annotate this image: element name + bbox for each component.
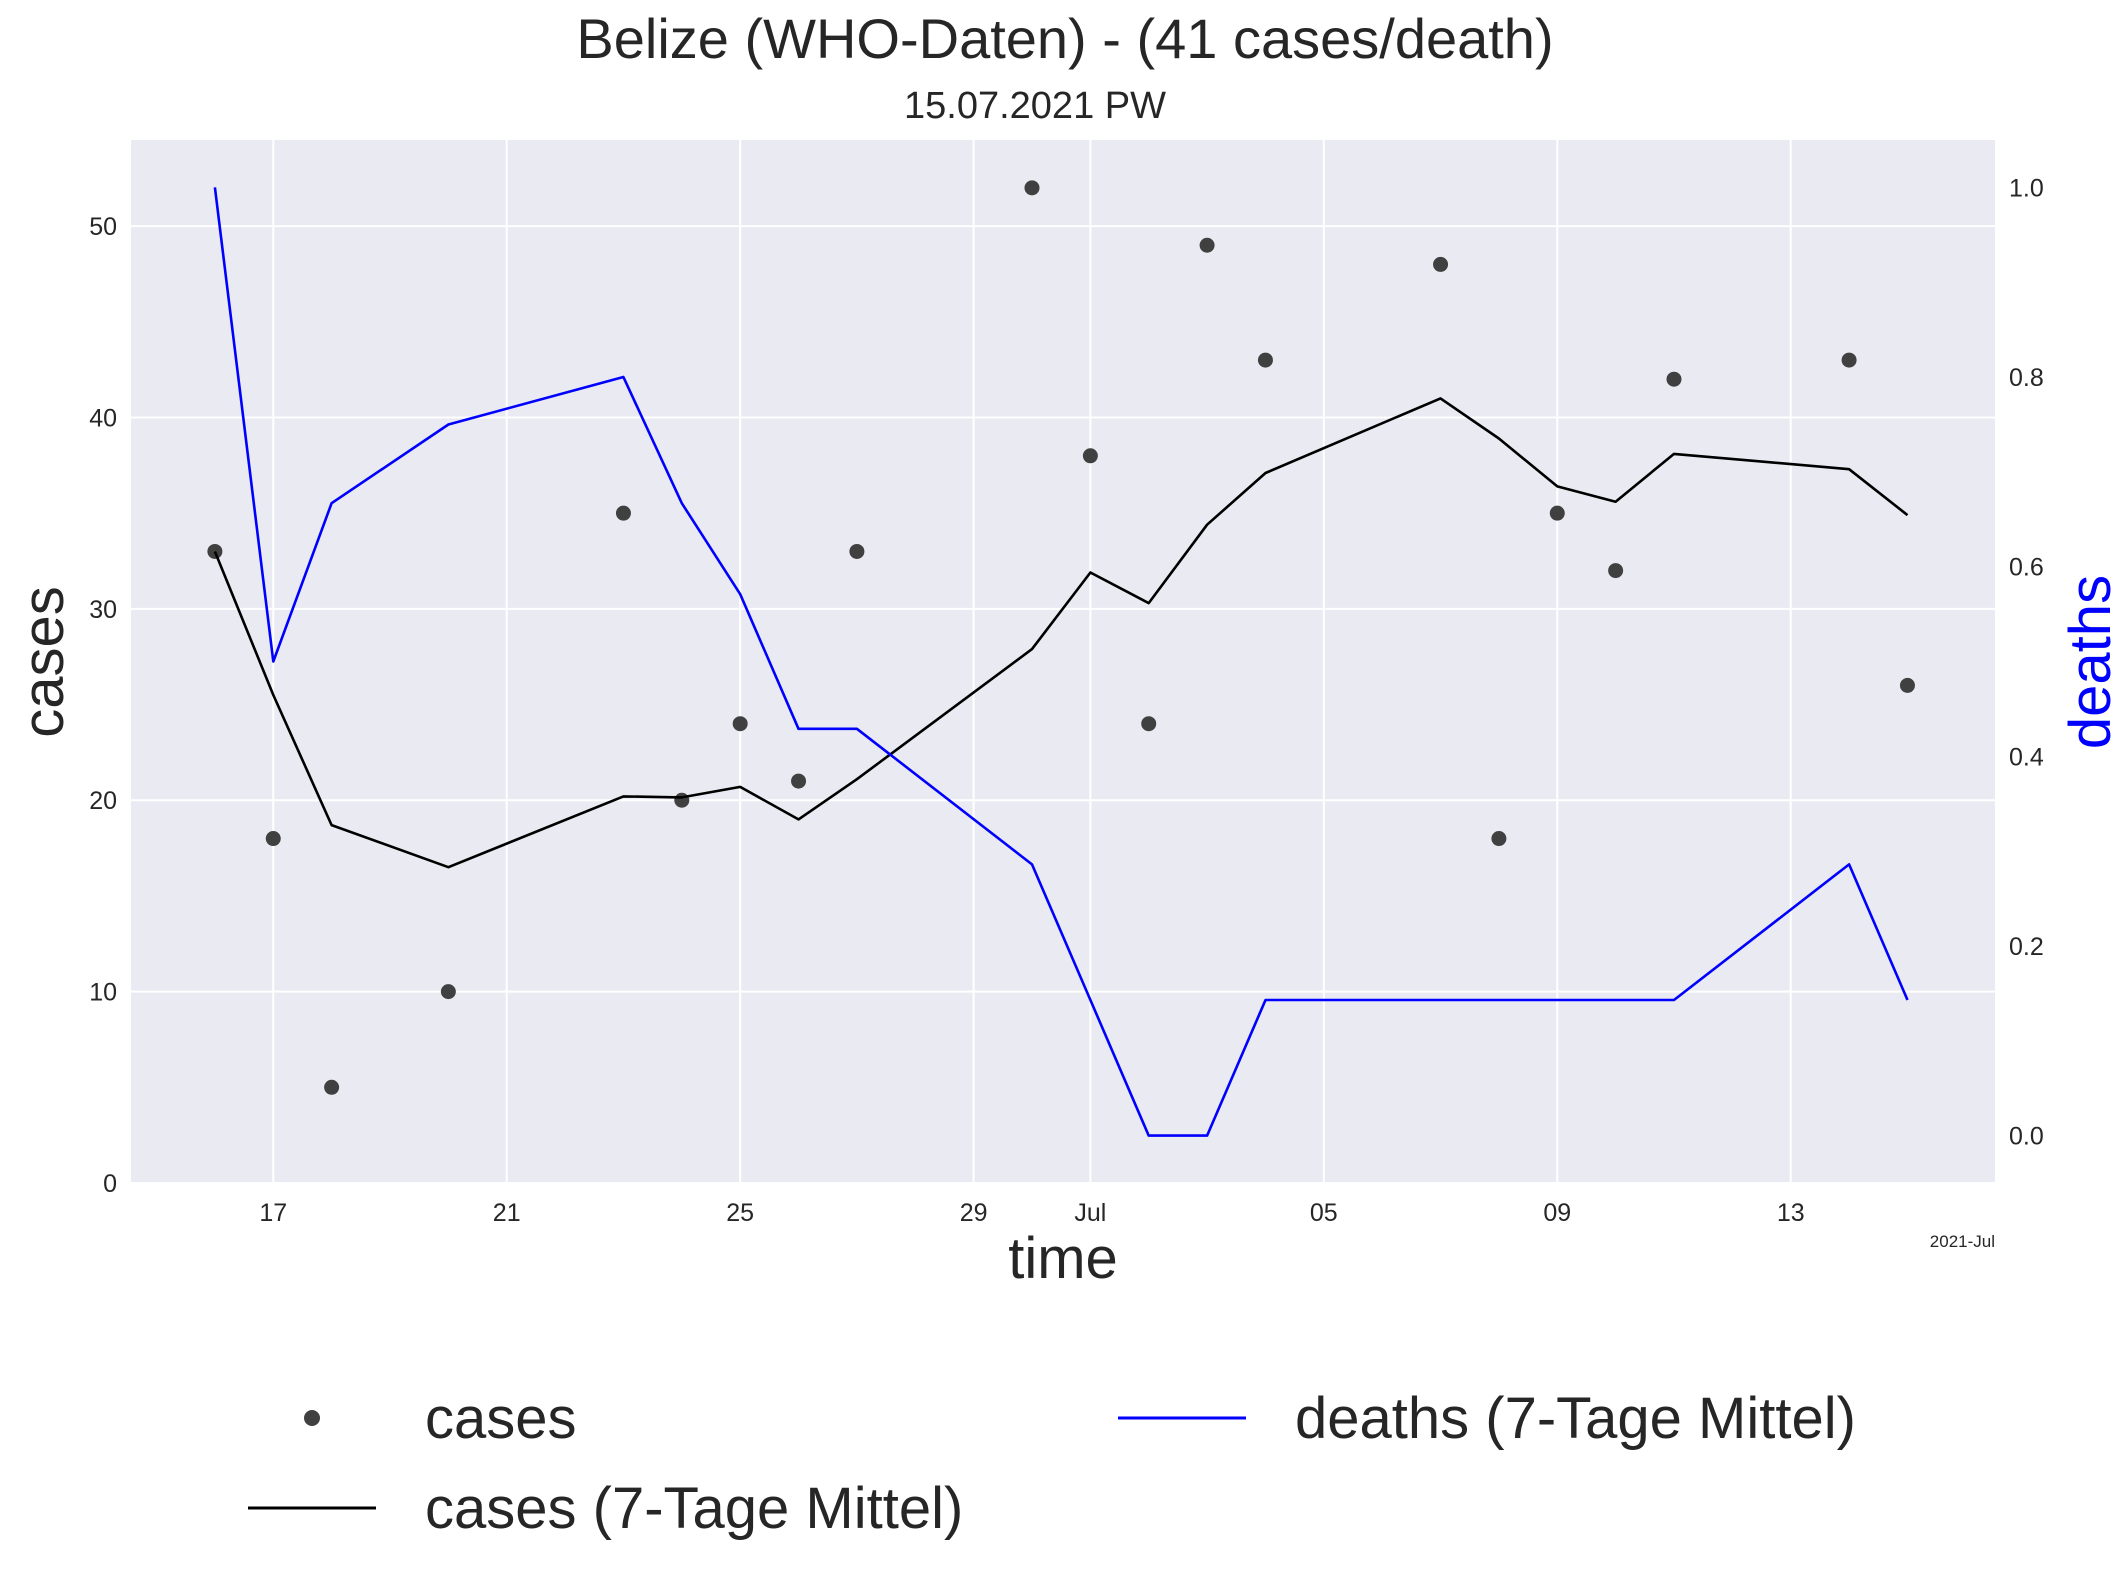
cases-point <box>1608 563 1624 579</box>
cases-point <box>1549 505 1565 521</box>
y-left-tick-label: 0 <box>103 1170 117 1198</box>
cases-point <box>732 716 748 732</box>
y-right-tick-label: 0.6 <box>2009 554 2044 582</box>
y-axis-label-right: deaths <box>2058 575 2123 749</box>
cases-mean-line <box>213 397 1909 869</box>
y-right-tick-label: 0.4 <box>2009 743 2044 771</box>
cases-point <box>1899 677 1915 693</box>
y-left-tick-label: 50 <box>89 213 117 241</box>
y-right-tick-label: 0.0 <box>2009 1123 2044 1151</box>
ticks-layer: 17 21 25 29 Jul 05 09 13 0 10 20 30 40 50 0.0 0.2 0.4 0.6… <box>89 174 2044 1227</box>
cases-point <box>207 543 223 559</box>
x-tick-label: 25 <box>726 1199 754 1227</box>
deaths-mean-line <box>213 187 1909 1137</box>
cases-point <box>1666 371 1682 387</box>
cases-point <box>1841 352 1857 368</box>
legend-cases-label: cases <box>425 1386 577 1451</box>
y-left-tick-label: 30 <box>89 596 117 624</box>
cases-point <box>265 831 281 847</box>
cases-point <box>1199 237 1215 253</box>
y-right-tick-label: 0.8 <box>2009 364 2044 392</box>
series-layer <box>207 180 1915 1137</box>
legend-cases-marker <box>304 1410 320 1426</box>
chart-subtitle: 15.07.2021 PW <box>904 85 1166 127</box>
cases-point <box>674 792 690 808</box>
cases-point <box>615 505 631 521</box>
x-tick-label: 29 <box>960 1199 988 1227</box>
legend: cases cases (7-Tage Mittel) deaths (7-Ta… <box>248 1386 1856 1541</box>
x-tick-label: 21 <box>493 1199 521 1227</box>
legend-cases-mean-label: cases (7-Tage Mittel) <box>425 1476 963 1541</box>
x-tick-label: Jul <box>1074 1199 1106 1227</box>
cases-point <box>324 1079 340 1095</box>
cases-point <box>1257 352 1273 368</box>
cases-point <box>1491 831 1507 847</box>
x-tick-label: 09 <box>1543 1199 1571 1227</box>
cases-point <box>791 773 807 789</box>
x-axis-label: time <box>1008 1226 1118 1291</box>
y-right-tick-label: 1.0 <box>2009 174 2044 202</box>
cases-point <box>440 984 456 1000</box>
chart-title: Belize (WHO-Daten) - (41 cases/death) <box>576 7 1553 70</box>
y-left-tick-label: 20 <box>89 787 117 815</box>
y-axis-label-left: cases <box>11 586 76 738</box>
x-tick-label: 13 <box>1777 1199 1805 1227</box>
cases-point <box>1433 256 1449 272</box>
plot-area <box>131 140 1995 1183</box>
cases-point <box>1082 448 1098 464</box>
cases-point <box>849 543 865 559</box>
cases-point <box>1024 180 1040 196</box>
y-right-tick-label: 0.2 <box>2009 933 2044 961</box>
y-left-tick-label: 40 <box>89 404 117 432</box>
y-left-tick-label: 10 <box>89 979 117 1007</box>
x-tick-label: 05 <box>1310 1199 1338 1227</box>
cases-point <box>1141 716 1157 732</box>
x-tick-label: 17 <box>259 1199 287 1227</box>
legend-deaths-mean-label: deaths (7-Tage Mittel) <box>1295 1386 1856 1451</box>
x-offset-label: 2021-Jul <box>1930 1232 1995 1251</box>
